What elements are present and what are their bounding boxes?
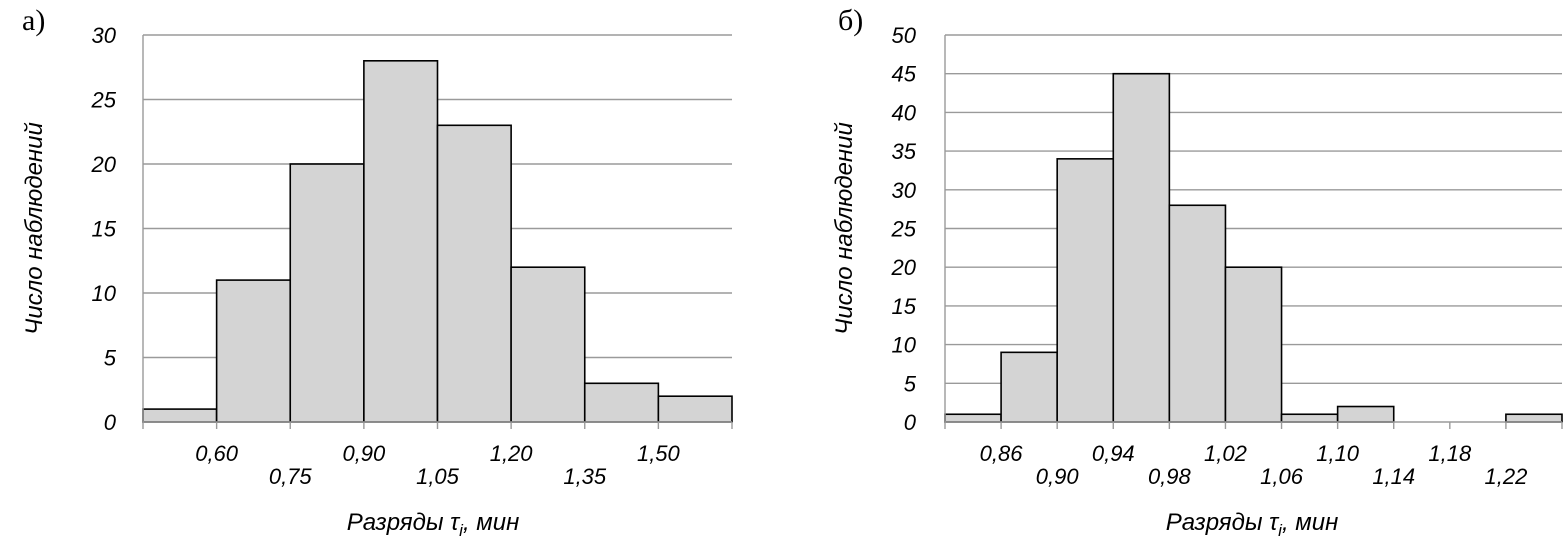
histogram-a: 0 5 10 15 20 25 30 0,60 0,75 0,90 1,05 1,20 1,35 1,50… [21,4,733,540]
y-tick-label: 20 [91,152,117,177]
y-tick-label: 0 [904,410,917,435]
x-tick-label: 0,98 [1148,464,1192,489]
y-tick-label: 10 [92,281,117,306]
x-axis-title: Разряды τi, мин [347,509,520,540]
histogram-bar [944,413,1002,423]
x-tick-label: 1,14 [1372,464,1415,489]
y-tick-label: 20 [891,255,917,280]
y-tick-label: 45 [892,62,917,87]
histogram-bar [363,59,439,423]
histogram-bar [583,382,660,423]
x-axis-title-subscript: i [459,521,464,540]
histogram-bar [1336,405,1395,423]
histogram-bar [1224,266,1283,423]
x-axis-title-main: Разряды τ [347,509,461,536]
histogram-bar [1112,72,1171,423]
x-tick-label: 1,50 [637,441,681,466]
histogram-bar [289,163,365,423]
histogram-bar [436,124,512,423]
x-axis-title-unit: , мин [463,509,519,536]
x-tick-label: 0,90 [1036,464,1080,489]
histogram-bar [215,279,292,423]
x-tick-label: 0,75 [269,464,313,489]
y-tick-label: 50 [892,23,917,48]
y-tick-label: 15 [892,294,917,319]
x-axis-title-unit: , мин [1282,509,1338,536]
x-tick-label: 1,06 [1260,464,1304,489]
y-tick-label: 35 [892,139,917,164]
x-tick-label: 1,35 [563,464,607,489]
y-tick-label: 30 [92,23,117,48]
y-tick-label: 40 [892,100,917,125]
x-axis-title-main: Разряды τ [1166,509,1280,536]
x-tick-label: 0,94 [1092,441,1135,466]
y-tick-label: 30 [892,178,917,203]
y-tick-label: 25 [891,217,917,242]
panel-label: а) [22,4,45,37]
x-tick-label: 1,02 [1204,441,1247,466]
x-tick-label: 1,05 [416,464,460,489]
x-axis-title-subscript: i [1278,521,1283,540]
panel-label: б) [838,4,863,37]
y-axis-title: Число наблюдений [831,122,858,335]
x-tick-label: 1,20 [490,441,534,466]
histogram-bar [1280,413,1339,423]
x-tick-label: 0,60 [195,441,239,466]
histogram-bar [1168,204,1227,423]
x-tick-label: 1,10 [1316,441,1360,466]
histogram-bar [142,408,218,423]
histogram-bar [1000,351,1058,423]
y-tick-label: 25 [91,88,117,113]
y-tick-label: 5 [904,371,917,396]
x-tick-label: 0,90 [342,441,386,466]
y-tick-label: 10 [892,333,917,358]
histogram-b: 0 5 10 15 20 25 30 35 40 45 50 0,86 0,90 0,94 0,98 1,02… [831,4,1563,540]
histogram-bar [657,395,733,423]
y-axis-title: Число наблюдений [21,122,48,335]
y-tick-label: 0 [104,410,117,435]
histogram-bar [510,266,586,423]
histogram-bar [1056,158,1115,423]
x-tick-label: 1,18 [1428,441,1472,466]
y-tick-label: 15 [92,217,117,242]
y-tick-label: 5 [104,346,117,371]
x-axis-title: Разряды τi, мин [1166,509,1339,540]
x-tick-label: 1,22 [1484,464,1527,489]
histogram-bar [1505,413,1563,423]
x-tick-label: 0,86 [980,441,1024,466]
